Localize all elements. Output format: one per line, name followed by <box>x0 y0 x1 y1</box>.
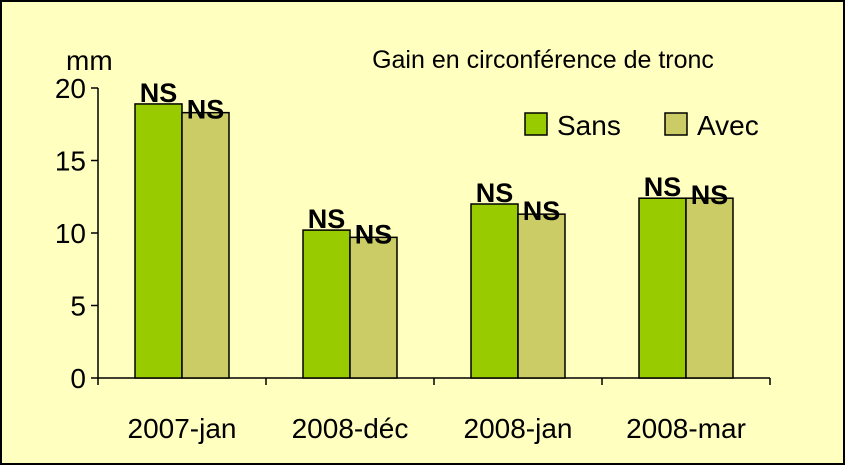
bar-annotation: NS <box>140 78 178 108</box>
legend-swatch <box>664 112 688 136</box>
bar-annotation: NS <box>308 204 346 234</box>
bar-annotation: NS <box>187 95 225 125</box>
chart-title: Gain en circonférence de tronc <box>372 46 714 74</box>
bar-annotation: NS <box>523 196 561 226</box>
bar-annotation: NS <box>476 178 514 208</box>
x-tick-label: 2008-jan <box>464 413 573 444</box>
x-tick-label: 2007-jan <box>128 413 237 444</box>
bar <box>134 103 183 379</box>
bar <box>638 197 687 379</box>
bar-annotation: NS <box>355 219 393 249</box>
x-tick-label: 2008-mar <box>626 413 746 444</box>
bar <box>181 111 230 379</box>
bar <box>349 236 398 379</box>
legend-label: Sans <box>557 110 621 141</box>
bar <box>685 197 734 379</box>
bar-annotation: NS <box>691 180 729 210</box>
legend-swatch <box>524 112 548 136</box>
y-unit: mm <box>66 45 113 76</box>
y-tick-label: 15 <box>55 146 86 177</box>
bar <box>302 229 351 379</box>
bar-annotation: NS <box>644 172 682 202</box>
legend-label: Avec <box>697 110 759 141</box>
y-tick-label: 10 <box>55 218 86 249</box>
y-tick-label: 20 <box>55 73 86 104</box>
x-tick-label: 2008-déc <box>292 413 409 444</box>
y-tick-label: 5 <box>70 291 86 322</box>
y-tick-label: 0 <box>70 363 86 394</box>
bar <box>517 213 566 379</box>
bar <box>470 203 519 379</box>
